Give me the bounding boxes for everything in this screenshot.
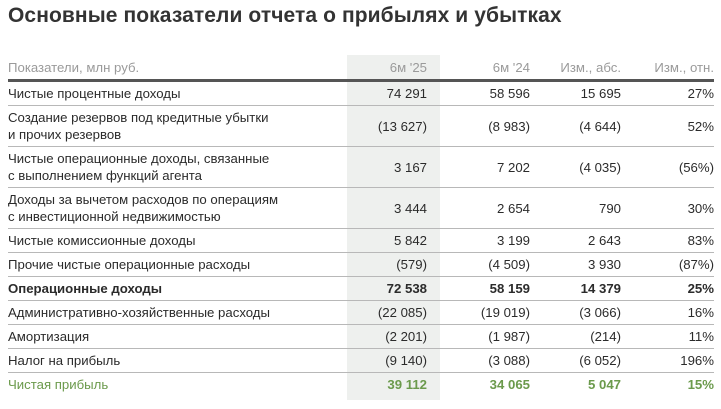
row-label: Амортизация <box>8 324 347 349</box>
row-label: Операционные доходы <box>8 276 347 301</box>
row-label: Чистая прибыль <box>8 377 109 392</box>
value-change-abs: 14 379 <box>530 276 621 301</box>
value-6m-25: (579) <box>347 252 427 277</box>
header-indicator: Показатели, млн руб. <box>8 55 347 82</box>
value-change-rel: 30% <box>621 187 714 229</box>
table-row: Административно-хозяйственные расходы (22… <box>8 300 714 325</box>
value-6m-25: 3 167 <box>347 146 427 188</box>
value-6m-24: (19 019) <box>427 300 530 325</box>
table-row: Чистая прибыль 39 112 34 065 5 047 15% <box>8 373 714 397</box>
value-change-rel: 196% <box>621 348 714 373</box>
table-row: Чистые операционные доходы, связанные с … <box>8 146 714 188</box>
value-6m-25: 3 444 <box>347 187 427 229</box>
value-6m-24: (8 983) <box>427 105 530 147</box>
value-change-rel: 83% <box>621 228 714 253</box>
page-title: Основные показатели отчета о прибылях и … <box>8 4 562 27</box>
value-6m-24: (3 088) <box>427 348 530 373</box>
value-6m-24: 7 202 <box>427 146 530 188</box>
value-6m-24: (1 987) <box>427 324 530 349</box>
table-row: Налог на прибыль (9 140) (3 088) (6 052) 196… <box>8 348 714 373</box>
header-6m-25: 6м '25 <box>347 55 427 82</box>
value-change-rel: (56%) <box>621 146 714 188</box>
header-change-rel: Изм., отн. <box>621 55 714 82</box>
value-6m-24: 2 654 <box>427 187 530 229</box>
table-row: Создание резервов под кредитные убытки и… <box>8 105 714 147</box>
value-change-abs: (3 066) <box>530 300 621 325</box>
row-label: Административно-хозяйственные расходы <box>8 300 347 325</box>
value-change-rel: 16% <box>621 300 714 325</box>
value-change-abs: (214) <box>530 324 621 349</box>
row-label: Чистые процентные доходы <box>8 80 347 106</box>
value-change-rel: 52% <box>621 105 714 147</box>
value-6m-24: 34 065 <box>489 377 530 392</box>
row-label: Чистые комиссионные доходы <box>8 228 347 253</box>
value-6m-25: 74 291 <box>347 80 427 106</box>
header-6m-24: 6м '24 <box>427 55 530 82</box>
row-label: Налог на прибыль <box>8 348 347 373</box>
table-row: Амортизация (2 201) (1 987) (214) 11% <box>8 324 714 349</box>
pnl-table: Показатели, млн руб. 6м '25 6м '24 Изм.,… <box>8 55 714 396</box>
table-row: Доходы за вычетом расходов по операциям … <box>8 187 714 229</box>
table-row: Чистые процентные доходы 74 291 58 596 15 6… <box>8 80 714 106</box>
value-change-abs: 2 643 <box>530 228 621 253</box>
row-label: Прочие чистые операционные расходы <box>8 252 347 277</box>
value-change-abs: 5 047 <box>587 377 621 392</box>
table-row: Чистые комиссионные доходы 5 842 3 199 2 64… <box>8 228 714 253</box>
value-change-abs: (4 035) <box>530 146 621 188</box>
value-6m-25: (13 627) <box>347 105 427 147</box>
value-change-abs: 790 <box>530 187 621 229</box>
value-change-abs: (4 644) <box>530 105 621 147</box>
row-label: Чистые операционные доходы, связанные с … <box>8 146 347 188</box>
value-change-rel: 27% <box>621 80 714 106</box>
value-change-rel: 11% <box>621 324 714 349</box>
value-6m-24: 58 596 <box>427 80 530 106</box>
value-6m-25: (2 201) <box>347 324 427 349</box>
value-change-abs: 3 930 <box>530 252 621 277</box>
value-change-abs: 15 695 <box>530 80 621 106</box>
value-change-abs: (6 052) <box>530 348 621 373</box>
value-6m-24: 3 199 <box>427 228 530 253</box>
table-row: Прочие чистые операционные расходы (579)(… <box>8 252 714 277</box>
value-change-rel: (87%) <box>621 252 714 277</box>
row-label: Доходы за вычетом расходов по операциям … <box>8 187 347 229</box>
header-change-abs: Изм., абс. <box>530 55 621 82</box>
value-6m-24: (4 509) <box>427 252 530 277</box>
value-change-rel: 15% <box>687 377 714 392</box>
table-row: Операционные доходы 72 538 58 159 14 379 25% <box>8 276 714 301</box>
value-6m-25: (22 085) <box>347 300 427 325</box>
value-6m-24: 58 159 <box>427 276 530 301</box>
value-6m-25: 5 842 <box>347 228 427 253</box>
value-6m-25: (9 140) <box>347 348 427 373</box>
row-label: Создание резервов под кредитные убытки и… <box>8 105 347 147</box>
table-header: Показатели, млн руб. 6м '25 6м '24 Изм.,… <box>8 55 714 82</box>
value-6m-25: 72 538 <box>347 276 427 301</box>
value-6m-25: 39 112 <box>387 377 427 392</box>
value-change-rel: 25% <box>621 276 714 301</box>
